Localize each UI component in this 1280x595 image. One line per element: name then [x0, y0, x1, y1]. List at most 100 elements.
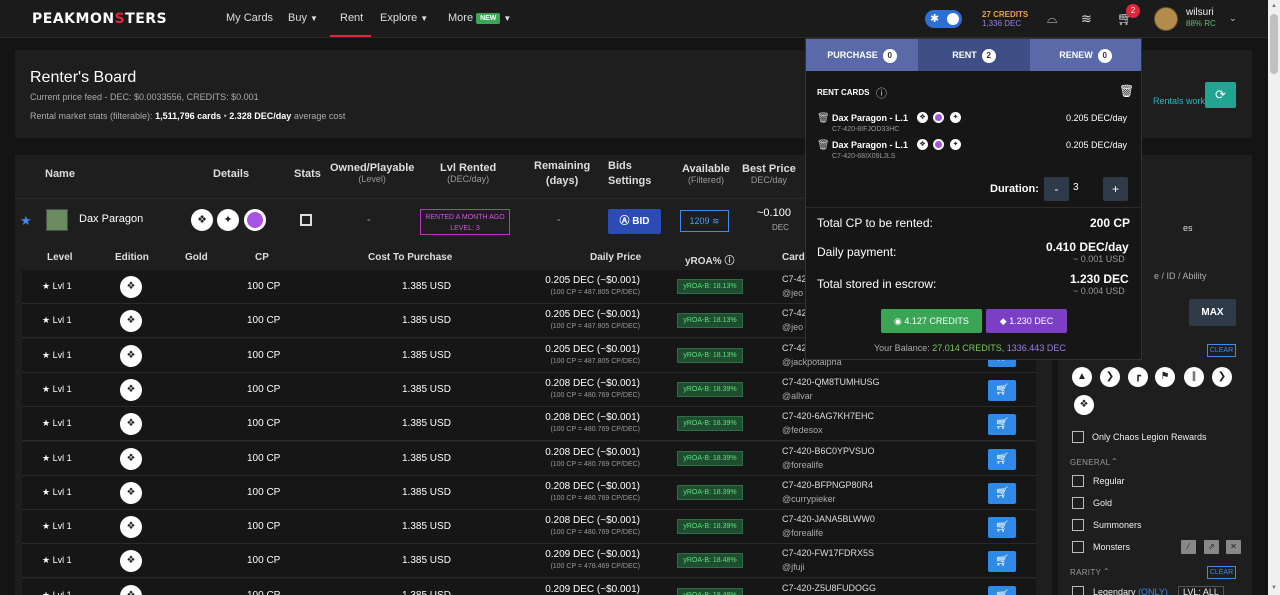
remove-item-icon[interactable]: 🗑︎	[817, 140, 830, 151]
table-row[interactable]: ★ Lvl 1 ❖ 100 CP 1.385 USD 0.208 DEC (~$0.00…	[22, 510, 1036, 544]
how-rentals-work-link[interactable]: Rentals work	[1153, 96, 1206, 106]
regular-checkbox[interactable]	[1072, 475, 1084, 487]
gold-checkbox[interactable]	[1072, 497, 1084, 509]
card-thumbnail[interactable]	[46, 209, 68, 231]
add-to-cart-button[interactable]: 🛒︎	[988, 483, 1016, 504]
splinter-icon[interactable]: ∥	[1184, 367, 1204, 387]
tab-renew[interactable]: RENEW 0	[1030, 39, 1141, 71]
chevron-up-icon[interactable]: ⌃	[1111, 457, 1119, 466]
splinter-icon[interactable]: ┏	[1128, 367, 1148, 387]
owner-link[interactable]: @forealife	[782, 460, 824, 470]
scrollbar-thumb[interactable]	[1270, 14, 1278, 74]
duration-increment-button[interactable]: +	[1103, 177, 1128, 201]
logo[interactable]: PEAKMONSTERS	[32, 11, 168, 27]
table-row[interactable]: ★ Lvl 1 ❖ 100 CP 1.385 USD 0.208 DEC (~$0.00…	[22, 476, 1036, 510]
sub-col-cost[interactable]: Cost To Purchase	[368, 252, 453, 263]
owner-link[interactable]: @fedesox	[782, 425, 823, 435]
card-id-link[interactable]: C7-420-Z5U8FUDOGG	[782, 583, 877, 593]
card-id-link[interactable]: C7-42	[782, 308, 807, 318]
owner-link[interactable]: @jeo	[782, 322, 804, 332]
magic-filter-icon[interactable]: ✕	[1226, 540, 1241, 554]
trash-icon[interactable]: 🗑︎	[1119, 84, 1135, 98]
owner-link[interactable]: @allvar	[782, 391, 813, 401]
add-to-cart-button[interactable]: 🛒︎	[988, 380, 1016, 401]
monsters-checkbox[interactable]	[1072, 541, 1084, 553]
duration-input[interactable]: 3	[1073, 182, 1079, 193]
nav-my-cards[interactable]: My Cards	[226, 12, 274, 24]
avatar[interactable]	[1154, 7, 1178, 31]
duration-decrement-button[interactable]: -	[1044, 177, 1069, 201]
help-icon[interactable]: ⓘ	[724, 256, 735, 267]
available-count[interactable]: 1209 ≋	[680, 210, 729, 232]
max-button[interactable]: MAX	[1189, 299, 1236, 326]
layers-icon[interactable]: ≋	[1081, 11, 1092, 26]
table-row[interactable]: ★ Lvl 1 ❖ 100 CP 1.385 USD 0.208 DEC (~$0.00…	[22, 442, 1036, 476]
legendary-checkbox[interactable]	[1072, 586, 1084, 595]
favorite-star-icon[interactable]: ★	[20, 213, 32, 228]
col-name[interactable]: Name	[45, 168, 75, 180]
col-owned[interactable]: Owned/Playable (Level)	[330, 162, 415, 184]
splinter-icon[interactable]: ❯	[1100, 367, 1120, 387]
col-best-price[interactable]: Best Price DEC/day	[742, 163, 796, 185]
ranged-filter-icon[interactable]: ⇗	[1204, 540, 1219, 554]
page-scrollbar[interactable]: ▲ ▼	[1268, 0, 1280, 595]
stats-icon[interactable]	[300, 214, 312, 226]
remove-item-icon[interactable]: 🗑︎	[817, 113, 830, 124]
card-id-link[interactable]: C7-42	[782, 343, 807, 353]
splinter-icon[interactable]: ❖	[1074, 395, 1094, 415]
username[interactable]: wilsuri	[1186, 7, 1214, 18]
sub-col-card[interactable]: Card	[782, 252, 805, 263]
owner-link[interactable]: @jfuji	[782, 562, 805, 572]
summoners-checkbox[interactable]	[1072, 519, 1084, 531]
col-available[interactable]: Available (Filtered)	[682, 163, 730, 185]
theme-toggle[interactable]: ✱	[925, 10, 962, 28]
card-name[interactable]: Dax Paragon	[79, 213, 144, 225]
nav-buy[interactable]: Buy ▼	[288, 12, 318, 24]
owner-link[interactable]: @jeo	[782, 288, 804, 298]
add-to-cart-button[interactable]: 🛒︎	[988, 517, 1016, 538]
card-row[interactable]: ★ Dax Paragon ❖ ✦ - RENTED A MONTH AGO LE…	[15, 198, 1052, 242]
splinter-icon[interactable]: ❯	[1212, 367, 1232, 387]
col-remaining[interactable]: Remaining (days)	[534, 160, 591, 187]
cloud-icon[interactable]: ⌓	[1047, 11, 1058, 26]
melee-filter-icon[interactable]: ⁄	[1181, 540, 1196, 554]
card-id-link[interactable]: C7-42	[782, 274, 807, 284]
card-id-link[interactable]: C7-420-BFPNGP80R4	[782, 480, 874, 490]
add-to-cart-button[interactable]: 🛒︎	[988, 586, 1016, 595]
help-icon[interactable]: ⓘ	[876, 88, 887, 100]
scroll-down-icon[interactable]: ▼	[1271, 585, 1277, 591]
nav-rent[interactable]: Rent	[340, 12, 364, 24]
table-row[interactable]: ★ Lvl 1 ❖ 100 CP 1.385 USD 0.209 DEC (~$0.00…	[22, 544, 1036, 578]
table-row[interactable]: ★ Lvl 1 ❖ 100 CP 1.385 USD 0.208 DEC (~$0.00…	[22, 407, 1036, 441]
splinter-icon[interactable]: ▲	[1072, 367, 1092, 387]
add-to-cart-button[interactable]: 🛒︎	[988, 551, 1016, 572]
add-to-cart-button[interactable]: 🛒︎	[988, 414, 1016, 435]
nav-explore[interactable]: Explore ▼	[380, 12, 429, 24]
level-select[interactable]: LVL: ALL	[1178, 586, 1224, 595]
sub-col-cp[interactable]: CP	[255, 252, 269, 263]
bid-button[interactable]: Ⓐ BID	[608, 209, 661, 234]
rarity-clear-button[interactable]: CLEAR	[1207, 566, 1236, 579]
pay-with-credits-button[interactable]: ◉ 4.127 CREDITS	[881, 309, 982, 333]
add-to-cart-button[interactable]: 🛒︎	[988, 449, 1016, 470]
table-row[interactable]: ★ Lvl 1 ❖ 100 CP 1.385 USD 0.209 DEC (~$0.00…	[22, 579, 1036, 595]
balance-display[interactable]: 27 CREDITS 1,336 DEC	[982, 10, 1028, 28]
sub-col-daily[interactable]: Daily Price	[590, 252, 642, 263]
table-row[interactable]: ★ Lvl 1 ❖ 100 CP 1.385 USD 0.208 DEC (~$0.00…	[22, 373, 1036, 407]
scroll-up-icon[interactable]: ▲	[1271, 3, 1277, 9]
clear-button[interactable]: CLEAR	[1207, 344, 1236, 357]
card-id-link[interactable]: C7-420-QM8TUMHUSG	[782, 377, 880, 387]
card-id-link[interactable]: C7-420-6AG7KH7EHC	[782, 411, 875, 421]
card-id-link[interactable]: C7-420-FW17FDRX5S	[782, 548, 875, 558]
owner-link[interactable]: @jackpotalpha	[782, 357, 842, 367]
only-chaos-checkbox[interactable]	[1072, 431, 1084, 443]
splinter-icon[interactable]: ⚑	[1155, 367, 1175, 387]
sub-col-level[interactable]: Level	[47, 252, 73, 263]
owner-link[interactable]: @forealife	[782, 528, 824, 538]
chevron-up-icon[interactable]: ⌃	[1103, 567, 1111, 576]
sub-col-yroa[interactable]: yROA% ⓘ	[685, 256, 735, 267]
nav-more[interactable]: More NEW ▼	[448, 12, 512, 24]
card-id-link[interactable]: C7-420-JANA5BLWW0	[782, 514, 875, 524]
col-lvl-rented[interactable]: Lvl Rented (DEC/day)	[440, 162, 497, 184]
owner-link[interactable]: @currypieker	[782, 494, 836, 504]
